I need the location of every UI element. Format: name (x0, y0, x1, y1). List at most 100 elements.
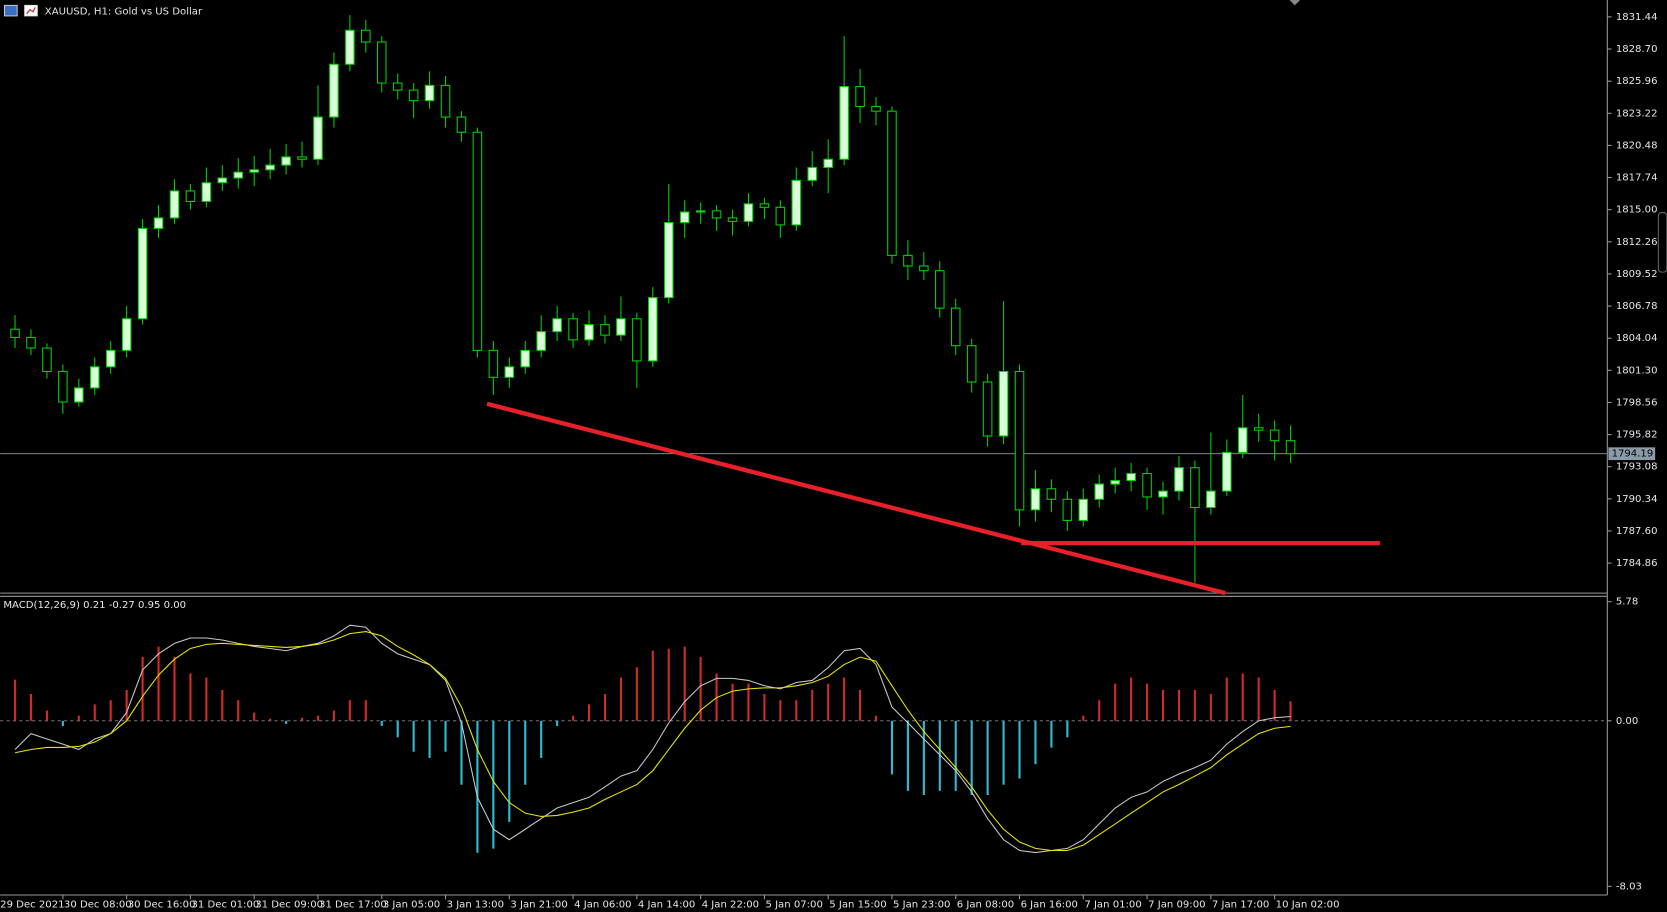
indicator-title: MACD(12,26,9) 0.21 -0.27 0.95 0.00 (3, 600, 186, 611)
candle-body (919, 265, 929, 272)
y-tick-label: 1815.00 (1616, 205, 1658, 216)
header-icons (3, 4, 38, 17)
candle-body (1237, 427, 1248, 453)
candle-body (1142, 472, 1152, 498)
candle-body (1206, 490, 1216, 509)
candle-body (552, 318, 562, 333)
candle-body (265, 164, 275, 171)
candle-body (950, 307, 961, 347)
y-tick-label: 1801.30 (1616, 365, 1658, 376)
candle-body (887, 110, 897, 256)
candle-body (1014, 370, 1025, 511)
candle-body (185, 190, 196, 203)
y-tick-label: 1798.56 (1616, 397, 1658, 408)
price-label: 1794.19 (1612, 449, 1654, 460)
x-tick-label: 4 Jan 14:00 (638, 900, 695, 911)
candle-body (775, 206, 786, 226)
x-tick-label: 5 Jan 23:00 (893, 900, 950, 911)
indicator-line (14, 624, 1291, 854)
chart-title: XAUUSD, H1: Gold vs US Dollar (45, 7, 203, 18)
y-tick-label: 1825.96 (1616, 76, 1658, 87)
candle-body (759, 203, 770, 208)
x-tick-label: 6 Jan 16:00 (1021, 900, 1078, 911)
x-tick-label: 5 Jan 07:00 (765, 900, 822, 911)
candle-body (584, 324, 594, 341)
y-tick-label: 1804.04 (1616, 333, 1658, 344)
y-tick-label: -8.03 (1616, 881, 1642, 892)
x-tick-label: 29 Dec 2021 (0, 900, 64, 911)
candle-body (1222, 451, 1232, 492)
candle-body (1285, 440, 1296, 455)
x-tick-label: 31 Dec 17:00 (319, 900, 387, 911)
x-tick-label: 7 Jan 17:00 (1212, 900, 1269, 911)
candle-body (1158, 490, 1168, 498)
candle-body (520, 349, 531, 368)
y-tick-label: 1784.86 (1616, 558, 1658, 569)
x-tick-label: 4 Jan 22:00 (702, 900, 759, 911)
candle-body (1046, 488, 1057, 500)
candle-body (137, 227, 148, 320)
candle-body (217, 177, 228, 184)
candle-body (392, 82, 403, 91)
x-tick-label: 3 Jan 05:00 (383, 900, 440, 911)
candle-body (361, 29, 371, 43)
candle-body (663, 222, 674, 299)
candle-body (89, 366, 100, 389)
candle-body (42, 347, 52, 373)
y-tick-label: 1809.52 (1616, 269, 1658, 280)
y-tick-label: 1793.08 (1616, 462, 1658, 473)
y-tick-label: 1795.82 (1616, 430, 1658, 441)
candle-body (169, 190, 180, 219)
candle-body (329, 63, 339, 118)
candle-body (1062, 498, 1073, 521)
candle-body (74, 387, 84, 403)
candle-body (281, 156, 291, 166)
candle-body (998, 370, 1009, 437)
candle-body (935, 270, 945, 309)
x-tick-label: 31 Dec 01:00 (191, 900, 259, 911)
y-tick-label: 1817.74 (1616, 173, 1658, 184)
y-tick-label: 1831.44 (1616, 12, 1658, 23)
y-tick-label: 1812.26 (1616, 237, 1658, 248)
candle-body (345, 29, 355, 65)
candle-body (616, 318, 626, 336)
candle-body (807, 166, 818, 181)
candle-body (1126, 472, 1136, 482)
candle-body (249, 169, 259, 173)
candle-body (1078, 498, 1089, 521)
candle-body (982, 381, 993, 437)
y-tick-label: 1820.48 (1616, 140, 1658, 151)
candle-body (1253, 427, 1264, 431)
candle-body (1030, 488, 1041, 511)
candle-body (648, 297, 658, 362)
candle-body (424, 84, 435, 102)
candle-body (440, 84, 451, 118)
candle-body (201, 182, 212, 203)
candle-body (727, 217, 738, 222)
candle-body (313, 116, 323, 160)
x-tick-label: 6 Jan 08:00 (957, 900, 1014, 911)
candle-body (600, 324, 610, 336)
price-label-box (1608, 447, 1656, 461)
candle-body (632, 318, 642, 362)
candle-body (1269, 429, 1280, 442)
candle-body (855, 86, 865, 108)
candle-body (121, 318, 132, 351)
candle-body (966, 345, 977, 383)
candle-body (376, 41, 387, 84)
x-tick-label: 31 Dec 09:00 (255, 900, 323, 911)
candle-body (58, 370, 68, 403)
candle-body (1190, 467, 1200, 509)
candle-body (1174, 467, 1184, 492)
candle-body (1110, 480, 1120, 485)
x-tick-label: 4 Jan 06:00 (574, 900, 631, 911)
candle-body (153, 217, 164, 229)
y-tick-label: 1790.34 (1616, 494, 1658, 505)
candle-body (297, 156, 307, 160)
candle-body (488, 349, 499, 378)
candle-body (791, 179, 802, 226)
y-tick-label: 1828.70 (1616, 44, 1658, 55)
candle-body (504, 366, 515, 378)
candle-body (233, 171, 244, 179)
